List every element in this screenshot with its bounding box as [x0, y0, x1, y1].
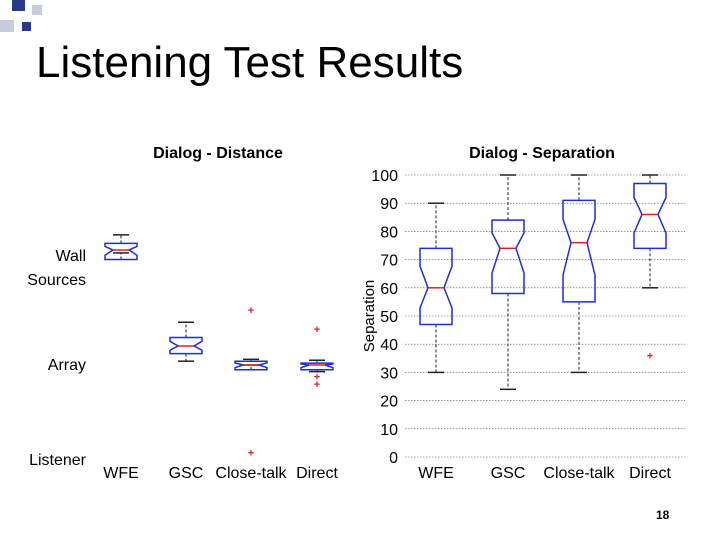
y-axis-label: Separation: [361, 280, 378, 353]
notched-box: [169, 336, 203, 355]
outlier-marker: +: [248, 447, 254, 459]
y-tick-label-line: Listener: [29, 452, 87, 469]
notched-box: [491, 219, 525, 295]
box-close-talk: [562, 174, 596, 374]
y-tick-label-line: Sources: [27, 272, 86, 289]
x-tick-label: Direct: [629, 465, 671, 482]
y-tick-label: 60: [380, 281, 398, 298]
notched-box: [562, 199, 596, 303]
outlier-marker: +: [647, 350, 653, 362]
deco-square-3: [0, 20, 14, 32]
chart-title: Dialog - Distance: [153, 145, 283, 162]
x-tick-label: Close-talk: [215, 465, 287, 482]
notched-box: [419, 247, 453, 326]
page-number: 18: [656, 508, 670, 522]
chart-title: Dialog - Separation: [469, 145, 615, 162]
slide-title: Listening Test Results: [36, 38, 464, 87]
x-tick-label: WFE: [418, 465, 454, 482]
x-tick-label: Direct: [296, 465, 338, 482]
deco-square-4: [22, 22, 31, 31]
box-gsc: [169, 321, 203, 362]
y-tick-label: 40: [380, 337, 398, 354]
outlier-marker: +: [314, 371, 320, 383]
outlier-marker: +: [248, 305, 254, 317]
y-tick-label: 0: [389, 450, 398, 467]
y-tick-label: 100: [371, 168, 398, 185]
box-wfe: [419, 202, 453, 374]
y-tick-label: 90: [380, 196, 398, 213]
y-tick-label: Listener: [29, 452, 87, 469]
y-tick-label: 10: [380, 422, 398, 439]
y-tick-label-line: Array: [48, 357, 86, 374]
box-direct: +: [633, 174, 667, 362]
y-tick-label: Wall Sources: [27, 248, 86, 289]
deco-square-2: [32, 5, 42, 15]
y-tick-label: 50: [380, 309, 398, 326]
box-wfe: [104, 234, 138, 261]
y-tick-label: Array: [48, 357, 86, 374]
y-tick-label: 30: [380, 365, 398, 382]
box-gsc: [491, 174, 525, 391]
notched-box: [104, 242, 138, 261]
box-close-talk: ++: [234, 305, 268, 459]
x-tick-label: WFE: [103, 465, 139, 482]
y-tick-label-line: Wall: [55, 248, 86, 265]
outlier-marker: +: [314, 379, 320, 391]
y-tick-label: 20: [380, 394, 398, 411]
x-tick-label: Close-talk: [543, 465, 615, 482]
y-tick-label: 70: [380, 253, 398, 270]
notched-box: [234, 360, 268, 371]
deco-square-1: [12, 0, 25, 11]
corner-decoration: [0, 0, 42, 32]
notched-box: [300, 362, 334, 371]
box-direct: +++: [300, 324, 334, 391]
y-tick-label: 80: [380, 224, 398, 241]
x-tick-label: GSC: [491, 465, 526, 482]
notched-box: [633, 182, 667, 250]
outlier-marker: +: [314, 324, 320, 336]
x-tick-label: GSC: [169, 465, 204, 482]
